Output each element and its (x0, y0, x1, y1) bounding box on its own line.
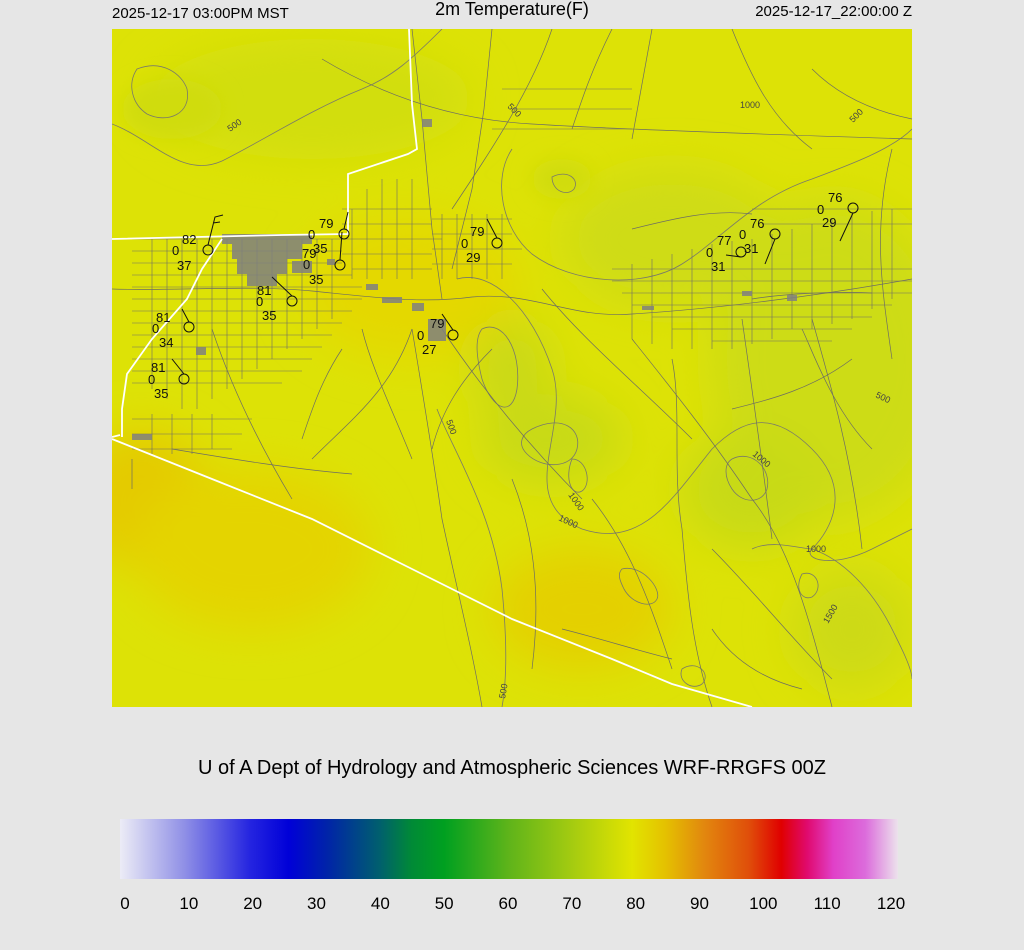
colorbar-tick-label: 100 (749, 894, 778, 913)
station-plot (181, 308, 195, 333)
elevation-contours (112, 29, 912, 707)
station-plot (725, 246, 747, 258)
city-blocks (132, 119, 797, 440)
station-wind: 0 (152, 321, 159, 336)
colorbar-tick-label: 120 (876, 894, 906, 913)
model-credit: U of A Dept of Hydrology and Atmospheric… (197, 757, 827, 779)
contour-label: 500 (497, 683, 509, 700)
colorbar-tick-label: 10 (179, 894, 199, 913)
weather-stations (171, 202, 859, 385)
station-temp: 79 (302, 246, 316, 261)
station-temp: 79 (430, 316, 444, 331)
map-title: 2m Temperature(F) (435, 0, 589, 19)
contour-label: 1000 (740, 100, 760, 110)
station-wind: 0 (256, 294, 263, 309)
roads (112, 29, 912, 707)
colorbar-tick-label: 70 (562, 894, 582, 913)
station-plot (334, 231, 346, 271)
station-wind: 0 (817, 202, 824, 217)
station-temp: 76 (828, 190, 842, 205)
colorbar-tick-label: 40 (370, 894, 390, 913)
station-wind: 0 (706, 245, 713, 260)
station-temp: 77 (717, 233, 731, 248)
station-plot (486, 218, 503, 249)
colorbar-tick-label: 0 (120, 894, 130, 913)
station-plot (441, 313, 459, 341)
station-temp: 81 (257, 283, 271, 298)
utc-time-label: 2025-12-17_22:00:00 Z (755, 3, 912, 20)
station-wind: 0 (461, 236, 468, 251)
station-wind: 0 (172, 243, 179, 258)
colorbar-tick-label: 90 (690, 894, 709, 913)
colorbar-tick-label: 110 (813, 894, 841, 913)
colorbar-tick-label: 30 (307, 894, 326, 913)
station-wind: 0 (417, 328, 424, 343)
colorbar-tick-label: 50 (434, 894, 454, 913)
station-values: 82 0 37 79 0 35 79 0 35 81 0 35 81 0 34 … (148, 190, 842, 401)
station-plot (271, 276, 298, 307)
station-dew: 29 (466, 250, 480, 265)
station-dew: 37 (177, 258, 191, 273)
station-wind: 0 (303, 257, 310, 272)
station-dew: 35 (309, 272, 323, 287)
colorbar-tick-label: 80 (626, 894, 646, 913)
colorbar-tick-label: 60 (498, 894, 518, 913)
station-dew: 34 (159, 335, 173, 350)
urban-street-grid (132, 88, 912, 454)
station-dew: 31 (744, 241, 758, 256)
contour-label: 500 (444, 418, 459, 436)
station-wind: 0 (148, 372, 155, 387)
station-dew: 35 (262, 308, 276, 323)
station-temp: 82 (182, 232, 196, 247)
station-temp: 79 (319, 216, 333, 231)
station-dew: 35 (313, 241, 327, 256)
station-dew: 31 (711, 259, 725, 274)
station-plot (764, 228, 781, 265)
station-temp: 81 (156, 310, 170, 325)
station-wind: 0 (739, 227, 746, 242)
temperature-map: 500 500 500 500 500 1000 1000 1000 1000 … (112, 29, 912, 707)
temperature-shading (112, 39, 912, 689)
station-plot (839, 202, 859, 242)
temperature-colorbar (120, 819, 898, 879)
colorbar-tick-label: 20 (243, 894, 263, 913)
colorbar-ticks: 0 10 20 30 40 50 60 70 80 90 100 110 120 (0, 894, 1024, 916)
station-temp: 76 (750, 216, 764, 231)
station-dew: 29 (822, 215, 836, 230)
local-time-label: 2025-12-17 03:00PM MST (112, 5, 289, 22)
station-temp: 79 (470, 224, 484, 239)
station-dew: 35 (154, 386, 168, 401)
station-plot (338, 211, 350, 240)
state-border (112, 29, 753, 707)
station-plot (202, 214, 224, 256)
station-wind: 0 (308, 227, 315, 242)
contour-label: 1000 (806, 544, 826, 554)
station-temp: 81 (151, 360, 165, 375)
station-dew: 27 (422, 342, 436, 357)
station-plot (171, 358, 190, 385)
